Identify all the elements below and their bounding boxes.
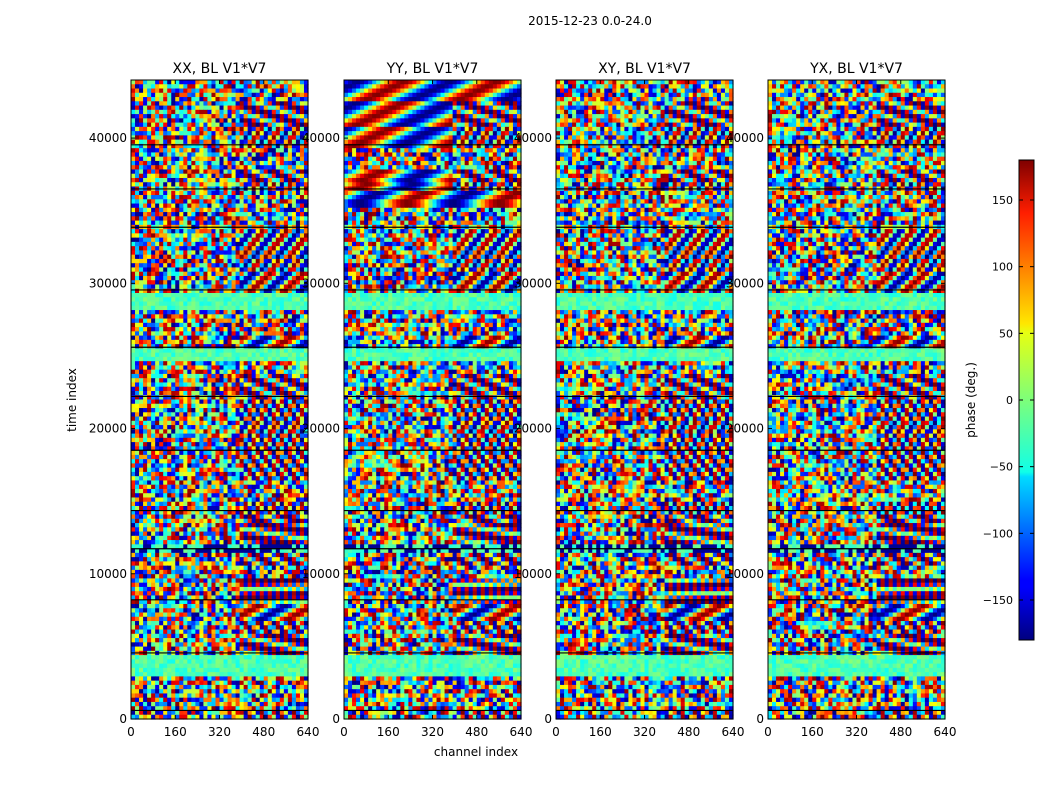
y-tick-label: 30000 bbox=[89, 276, 127, 290]
x-tick-label: 320 bbox=[845, 725, 868, 739]
y-tick-label: 10000 bbox=[89, 567, 127, 581]
y-tick-label: 30000 bbox=[726, 276, 764, 290]
colorbar-tick-label: −150 bbox=[983, 594, 1013, 607]
colorbar-tick-label: 100 bbox=[992, 261, 1013, 274]
panel-title: YY, BL V1*V7 bbox=[386, 61, 479, 77]
colorbar-tick-label: 0 bbox=[1006, 394, 1013, 407]
x-tick-label: 160 bbox=[801, 725, 824, 739]
x-tick-label: 320 bbox=[421, 725, 444, 739]
x-tick-label: 640 bbox=[722, 725, 745, 739]
y-tick-label: 20000 bbox=[89, 422, 127, 436]
y-tick-label: 40000 bbox=[302, 131, 340, 145]
colorbar-label: phase (deg.) bbox=[964, 362, 978, 438]
y-tick-label: 0 bbox=[119, 712, 127, 726]
y-tick-label: 10000 bbox=[726, 567, 764, 581]
panels-layer: XX, BL V1*V7 0 160 320 480 640 0 10000 20000 3000… bbox=[89, 61, 957, 739]
x-tick-label: 0 bbox=[127, 725, 135, 739]
y-tick-label: 40000 bbox=[89, 131, 127, 145]
panel-title: XX, BL V1*V7 bbox=[173, 61, 267, 77]
y-tick-label: 30000 bbox=[302, 276, 340, 290]
panel-xy: XY, BL V1*V7 0 160 320 480 640 0 10000 20000 3000… bbox=[514, 61, 745, 739]
y-tick-label: 0 bbox=[756, 712, 764, 726]
x-tick-label: 160 bbox=[377, 725, 400, 739]
panel-yx: YX, BL V1*V7 0 160 320 480 640 0 10000 20000 3000… bbox=[726, 61, 957, 739]
y-tick-label: 20000 bbox=[514, 422, 552, 436]
x-tick-label: 0 bbox=[552, 725, 560, 739]
panel-title: XY, BL V1*V7 bbox=[598, 61, 691, 77]
x-tick-label: 480 bbox=[252, 725, 275, 739]
y-tick-label: 20000 bbox=[726, 422, 764, 436]
y-tick-label: 10000 bbox=[302, 567, 340, 581]
x-tick-label: 480 bbox=[677, 725, 700, 739]
y-axis-label: time index bbox=[65, 368, 79, 432]
y-tick-label: 10000 bbox=[514, 567, 552, 581]
x-tick-label: 0 bbox=[340, 725, 348, 739]
y-tick-label: 30000 bbox=[514, 276, 552, 290]
x-tick-label: 320 bbox=[208, 725, 231, 739]
colorbar-tick-label: −50 bbox=[990, 461, 1013, 474]
colorbar: −150 −100 −50 0 50 100 150 phase (deg.) bbox=[964, 159, 1035, 641]
panel-title: YX, BL V1*V7 bbox=[809, 61, 903, 77]
x-tick-label: 640 bbox=[297, 725, 320, 739]
x-tick-label: 480 bbox=[889, 725, 912, 739]
y-tick-label: 0 bbox=[332, 712, 340, 726]
x-tick-label: 640 bbox=[934, 725, 957, 739]
colorbar-tick-label: 150 bbox=[992, 194, 1013, 207]
x-tick-label: 640 bbox=[510, 725, 533, 739]
panel-yy: YY, BL V1*V7 0 160 320 480 640 0 10000 20000 3000… bbox=[302, 61, 533, 739]
colorbar-tick-label: 50 bbox=[999, 327, 1013, 340]
x-tick-label: 480 bbox=[465, 725, 488, 739]
colorbar-tick-label: −100 bbox=[983, 527, 1013, 540]
panel-xx: XX, BL V1*V7 0 160 320 480 640 0 10000 20000 3000… bbox=[89, 61, 320, 739]
x-tick-label: 160 bbox=[164, 725, 187, 739]
x-axis-label: channel index bbox=[434, 745, 518, 759]
y-tick-label: 40000 bbox=[726, 131, 764, 145]
x-tick-label: 160 bbox=[589, 725, 612, 739]
figure-suptitle: 2015-12-23 0.0-24.0 bbox=[0, 14, 1050, 28]
y-tick-label: 20000 bbox=[302, 422, 340, 436]
x-tick-label: 0 bbox=[764, 725, 772, 739]
y-tick-label: 40000 bbox=[514, 131, 552, 145]
x-tick-label: 320 bbox=[633, 725, 656, 739]
y-tick-label: 0 bbox=[544, 712, 552, 726]
